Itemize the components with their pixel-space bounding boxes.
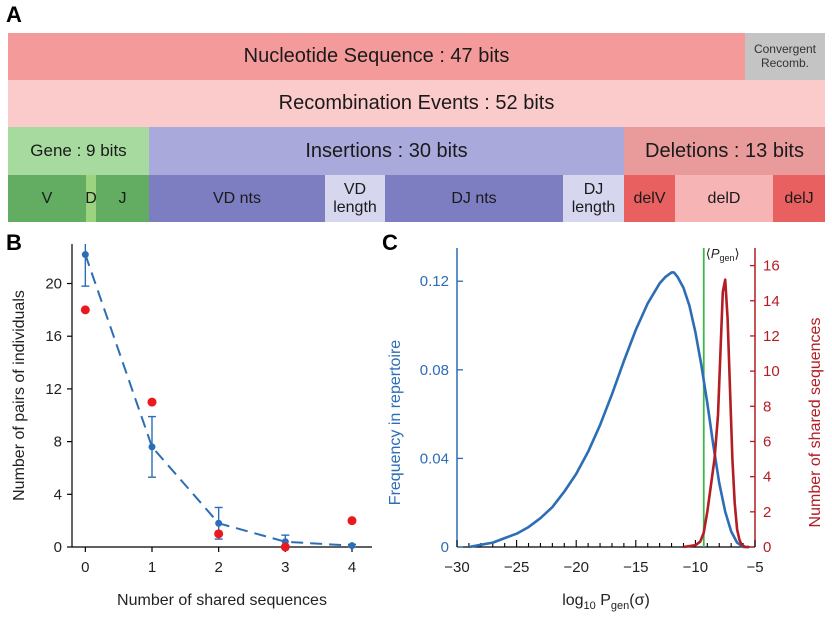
c-x-label-log: log [562, 592, 583, 609]
b-model-point [348, 542, 356, 550]
chart-c: 0 0.04 0.08 0.12 0 2 4 6 8 10 12 14 16 −30 −25 −20 −15 −1… [387, 246, 824, 612]
c-right-tick-label: 2 [763, 504, 771, 521]
vd-nts-label: VD nts [212, 189, 261, 207]
c-x-label-sigma: (σ) [629, 592, 650, 609]
c-shared-sequences-curve [683, 278, 749, 549]
b-y-tick-label: 0 [54, 539, 62, 556]
b-data-point [80, 305, 90, 315]
b-y-tick-label: 4 [54, 486, 62, 503]
deletions-bar: Deletions : 13 bits [624, 127, 825, 175]
recombination-events-bar: Recombination Events : 52 bits [8, 80, 825, 127]
panel-a-letter: A [6, 2, 22, 27]
c-x-tick-label: −25 [504, 559, 529, 576]
c-x-label-subgen: gen [611, 600, 629, 612]
c-right-axis-label: Number of shared sequences [807, 318, 824, 528]
c-mean-pgen-label: ⟨Pgen⟩ [706, 246, 740, 263]
c-right-tick-label: 12 [763, 328, 780, 345]
vd-length-segment: VD length [325, 175, 385, 222]
b-x-tick-label: 0 [81, 559, 89, 576]
b-x-tick-label: 1 [148, 559, 156, 576]
nucleotide-sequence-bar: Nucleotide Sequence : 47 bits [8, 33, 745, 80]
b-model-dashed-line [84, 254, 353, 547]
vd-nts-segment: VD nts [149, 175, 325, 222]
panel-c-letter: C [382, 230, 398, 255]
b-x-tick-label: 3 [281, 559, 289, 576]
c-left-axis-label: Frequency in repertoire [387, 340, 404, 506]
c-mean-open: ⟨ [706, 246, 711, 261]
dj-nts-label: DJ nts [451, 189, 497, 207]
b-x-axis-label: Number of shared sequences [117, 592, 327, 609]
gene-bar: Gene : 9 bits [8, 127, 149, 175]
b-x-tick-label: 4 [348, 559, 356, 576]
gene-label: Gene : 9 bits [30, 141, 127, 160]
b-data-point [214, 529, 224, 539]
insertions-label: Insertions : 30 bits [305, 139, 468, 162]
convergent-recomb-bar: Convergent Recomb. [745, 33, 825, 80]
dj-nts-segment: DJ nts [385, 175, 563, 222]
b-y-axis-label: Number of pairs of individuals [11, 290, 28, 501]
c-x-axis-label: log10 Pgen(σ) [562, 592, 650, 612]
dj-length-segment: DJ length [563, 175, 624, 222]
c-right-tick-label: 0 [763, 539, 771, 556]
b-data-point [280, 542, 290, 552]
b-y-tick-label: 8 [54, 434, 62, 451]
nucleotide-sequence-label: Nucleotide Sequence : 47 bits [243, 45, 510, 67]
c-x-tick-label: −5 [746, 559, 763, 576]
deld-label: delD [707, 189, 741, 207]
delj-label: delJ [784, 189, 814, 207]
j-segment: J [96, 175, 149, 222]
c-left-tick-label: 0 [441, 539, 449, 556]
c-x-tick-label: −30 [444, 559, 469, 576]
c-right-tick-label: 6 [763, 433, 771, 450]
c-right-tick-label: 4 [763, 469, 771, 486]
c-x-label-sub10: 10 [584, 600, 596, 612]
j-label: J [118, 189, 127, 207]
c-left-tick-label: 0.04 [420, 450, 449, 467]
c-left-tick-label: 0.12 [420, 273, 449, 290]
d-label: D [85, 189, 97, 207]
c-right-tick-label: 16 [763, 258, 780, 275]
vd-length-label-2: length [333, 198, 377, 216]
dj-length-label-2: length [571, 198, 616, 216]
delj-segment: delJ [773, 175, 825, 222]
b-data-point [347, 516, 357, 526]
b-y-tick-label: 12 [45, 381, 62, 398]
b-model-point [148, 443, 156, 451]
c-x-tick-label: −15 [623, 559, 648, 576]
v-segment: V [8, 175, 86, 222]
c-right-tick-label: 8 [763, 398, 771, 415]
b-model-point [81, 251, 89, 259]
b-model-point [215, 519, 223, 527]
b-y-tick-label: 20 [45, 276, 62, 293]
deld-segment: delD [675, 175, 773, 222]
v-label: V [41, 189, 53, 207]
d-segment: D [85, 175, 97, 222]
c-right-tick-label: 10 [763, 363, 780, 380]
insertions-bar: Insertions : 30 bits [149, 127, 624, 175]
c-x-tick-label: −10 [683, 559, 708, 576]
c-mean-close: ⟩ [735, 246, 740, 261]
vd-length-label-1: VD [343, 180, 367, 198]
convergent-label: Convergent [753, 41, 817, 56]
c-mean-p: P [711, 246, 720, 261]
deletions-label: Deletions : 13 bits [645, 139, 804, 162]
c-right-tick-label: 14 [763, 293, 780, 310]
delv-label: delV [633, 189, 666, 207]
c-x-label-p: P [596, 592, 611, 609]
b-y-tick-label: 16 [45, 328, 62, 345]
recomb-label: Recomb. [760, 55, 809, 70]
c-x-tick-label: −20 [563, 559, 588, 576]
b-data-point [147, 397, 157, 407]
panel-b-letter: B [6, 230, 22, 255]
c-left-tick-label: 0.08 [420, 362, 449, 379]
delv-segment: delV [624, 175, 675, 222]
c-frequency-curve [468, 271, 749, 549]
dj-length-label-1: DJ [583, 180, 604, 198]
b-x-tick-label: 2 [214, 559, 222, 576]
c-mean-sub: gen [719, 253, 734, 263]
recombination-events-label: Recombination Events : 52 bits [278, 92, 555, 114]
